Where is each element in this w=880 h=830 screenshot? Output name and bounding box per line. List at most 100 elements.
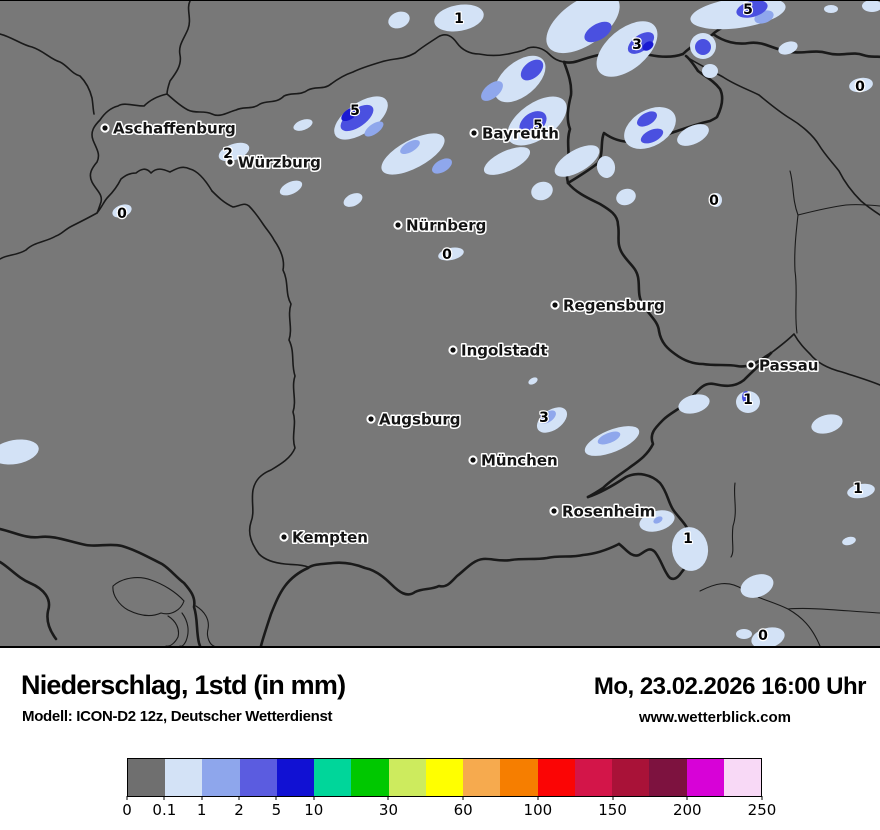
legend-segment-10 (500, 759, 538, 796)
color-scale (127, 758, 762, 797)
legend-tick-mark (612, 796, 614, 800)
city-marker-augsburg: Augsburg (366, 409, 462, 430)
precip-cell-dark (627, 32, 655, 54)
legend-tick-label: 30 (378, 801, 399, 819)
precip-value-label: 3 (632, 37, 642, 53)
precip-cell-dark (340, 104, 374, 132)
precip-cell-light (531, 181, 553, 201)
legend-segment-9 (463, 759, 501, 796)
border-southwest-2 (0, 560, 58, 641)
precip-cell-medium (540, 410, 556, 424)
city-dot (393, 220, 403, 230)
precip-value-label: 0 (855, 79, 865, 95)
legend-tick-mark (163, 796, 165, 800)
legend-tick-mark (761, 796, 763, 800)
legend-tick-mark (462, 796, 464, 800)
legend-tick-label: 200 (672, 801, 702, 819)
border-austria-west (586, 351, 773, 499)
precip-cell-light (0, 439, 39, 465)
city-marker-passau: Passau (746, 355, 820, 376)
border-cz-southeast (566, 181, 773, 368)
precip-cell-light (842, 536, 856, 546)
city-marker-rosenheim: Rosenheim (549, 501, 657, 522)
legend-tick-mark (275, 796, 277, 800)
precip-value-label: 5 (743, 2, 753, 18)
city-dot (746, 360, 756, 370)
city-label: Kempten (292, 529, 368, 547)
precip-cell-light (678, 394, 710, 414)
precipitation-areas (0, 1, 880, 646)
border-north-west (166, 83, 332, 117)
legend-tick-label: 10 (304, 801, 324, 819)
legend-tick-label: 1 (196, 801, 207, 819)
precip-cell-light (710, 193, 722, 207)
precip-cell-light (616, 188, 636, 206)
precip-cell-light (811, 414, 843, 434)
city-label: München (481, 452, 558, 470)
legend-tick-mark (387, 796, 389, 800)
legend-tick-label: 60 (453, 801, 473, 819)
legend-tick-label: 250 (747, 801, 777, 819)
legend-tick-label: 150 (598, 801, 627, 819)
precip-cell-light (112, 204, 132, 218)
city-marker-mnchen: München (468, 450, 559, 471)
legend-segment-0 (128, 759, 166, 796)
city-dot (468, 455, 478, 465)
legend-segment-16 (723, 759, 761, 796)
city-marker-kempten: Kempten (279, 527, 369, 548)
page-title: Niederschlag, 1std (in mm) (21, 670, 346, 700)
border-spessart (96, 166, 213, 214)
precip-value-label: 1 (853, 481, 863, 497)
precip-cell-dark (637, 111, 657, 127)
precip-cell-deep (341, 106, 359, 122)
precip-cell-dark (736, 1, 768, 18)
legend-tick-label: 5 (271, 801, 282, 819)
border-cz-inner (689, 58, 880, 216)
map-background (0, 1, 880, 646)
precip-cell-light (528, 377, 538, 385)
city-dot (549, 506, 559, 516)
city-dot (225, 157, 235, 167)
precip-cell-light (596, 156, 616, 178)
legend-tick-mark (201, 796, 203, 800)
border-southwest-1 (0, 527, 202, 646)
precip-cell-dark (640, 128, 664, 144)
city-dot (279, 532, 289, 542)
border-at-district-2 (787, 607, 880, 614)
precip-cell-light (847, 483, 875, 499)
precip-cell-dark (584, 21, 612, 43)
precip-cell-light (343, 193, 363, 207)
legend-tick-label: 0.1 (152, 801, 177, 819)
legend-segment-15 (686, 759, 724, 796)
border-topleft (0, 33, 95, 115)
city-marker-ingolstadt: Ingolstadt (448, 340, 549, 361)
precip-cell-dark (519, 111, 547, 135)
precip-value-label: 1 (683, 531, 693, 547)
precip-value-label: 5 (350, 103, 360, 119)
city-label: Aschaffenburg (113, 120, 236, 138)
lake-constance-south (165, 612, 189, 646)
legend-segment-14 (649, 759, 687, 796)
city-dot (550, 300, 560, 310)
precip-cell-light (740, 574, 774, 598)
border-topright (711, 32, 880, 59)
legend-tick-label: 2 (234, 801, 244, 819)
precip-cell-light (824, 5, 838, 13)
precip-cell-light (702, 64, 718, 78)
map-footer: Niederschlag, 1std (in mm) Modell: ICON-… (0, 648, 880, 830)
precip-cell-medium (364, 121, 384, 137)
city-dot (469, 128, 479, 138)
precip-cell-light (677, 124, 709, 146)
model-info: Modell: ICON-D2 12z, Deutscher Wetterdie… (22, 708, 333, 725)
border-hesse (0, 1, 191, 260)
border-cz-district-2 (797, 204, 880, 216)
precip-cell-medium (653, 516, 663, 524)
precip-cell-dark (742, 391, 750, 403)
precip-cell-light (546, 1, 620, 54)
city-marker-regensburg: Regensburg (550, 295, 666, 316)
border-bw-east (211, 190, 309, 568)
city-label: Rosenheim (562, 503, 655, 521)
